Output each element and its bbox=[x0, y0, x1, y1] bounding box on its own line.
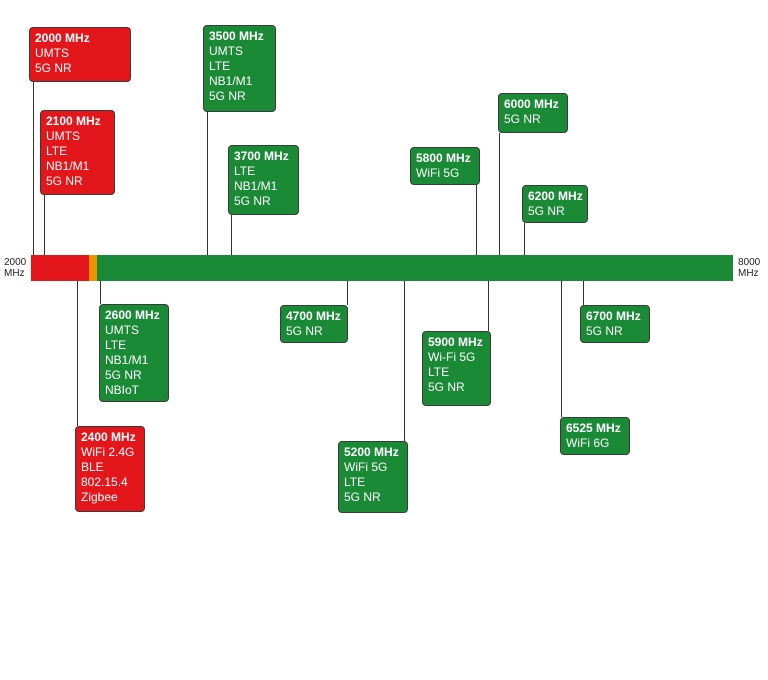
band-box: 6700 MHz 5G NR bbox=[580, 305, 650, 343]
band-tech: WiFi 5G bbox=[344, 460, 388, 474]
band-title: 6700 MHz bbox=[586, 309, 641, 323]
band-title: 5900 MHz bbox=[428, 335, 483, 349]
band-title: 6000 MHz bbox=[504, 97, 559, 111]
connector bbox=[100, 281, 101, 304]
band-tech: NB1/M1 bbox=[209, 74, 253, 88]
band-tech: LTE bbox=[209, 59, 231, 73]
band-tech: LTE bbox=[428, 365, 450, 379]
band-box: 5800 MHz WiFi 5G bbox=[410, 147, 480, 185]
band-tech: LTE bbox=[344, 475, 366, 489]
band-tech: 802.15.4 bbox=[81, 475, 128, 489]
band-title: 3700 MHz bbox=[234, 149, 289, 163]
band-tech: LTE bbox=[46, 144, 68, 158]
band-tech: BLE bbox=[81, 460, 104, 474]
band-tech: NB1/M1 bbox=[234, 179, 278, 193]
connector bbox=[347, 281, 348, 305]
band-tech: 5G NR bbox=[586, 324, 623, 338]
band-tech: UMTS bbox=[46, 129, 80, 143]
band-tech: LTE bbox=[234, 164, 256, 178]
band-box: 2600 MHz UMTS LTE NB1/M1 5G NR NBIoT bbox=[99, 304, 169, 402]
axis-start-label: 2000 MHz bbox=[4, 257, 26, 279]
connector bbox=[77, 281, 78, 426]
band-box: 5200 MHz WiFi 5G LTE 5G NR bbox=[338, 441, 408, 513]
band-title: 6200 MHz bbox=[528, 189, 583, 203]
band-tech: 5G NR bbox=[286, 324, 323, 338]
band-tech: 5G NR bbox=[209, 89, 246, 103]
band-box: 6200 MHz 5G NR bbox=[522, 185, 588, 223]
axis-end-unit: MHz bbox=[738, 268, 759, 279]
band-title: 2600 MHz bbox=[105, 308, 160, 322]
axis-end-label: 8000 MHz bbox=[738, 257, 760, 279]
band-tech: 5G NR bbox=[105, 368, 142, 382]
axis-end-value: 8000 bbox=[738, 257, 761, 268]
band-tech: 5G NR bbox=[528, 204, 565, 218]
connector bbox=[33, 82, 34, 255]
axis-start-value: 2000 bbox=[4, 257, 27, 268]
band-box: 2100 MHz UMTS LTE NB1/M1 5G NR bbox=[40, 110, 115, 195]
band-tech: 5G NR bbox=[428, 380, 465, 394]
band-box: 2400 MHz WiFi 2.4G BLE 802.15.4 Zigbee bbox=[75, 426, 145, 512]
band-tech: UMTS bbox=[35, 46, 69, 60]
axis-segment bbox=[97, 255, 733, 281]
band-title: 3500 MHz bbox=[209, 29, 264, 43]
band-tech: UMTS bbox=[209, 44, 243, 58]
band-box: 3500 MHz UMTS LTE NB1/M1 5G NR bbox=[203, 25, 276, 112]
band-title: 2400 MHz bbox=[81, 430, 136, 444]
band-tech: NB1/M1 bbox=[105, 353, 149, 367]
connector bbox=[476, 185, 477, 255]
band-tech: Zigbee bbox=[81, 490, 118, 504]
band-tech: WiFi 6G bbox=[566, 436, 610, 450]
band-tech: UMTS bbox=[105, 323, 139, 337]
band-tech: LTE bbox=[105, 338, 127, 352]
connector bbox=[561, 281, 562, 417]
band-title: 6525 MHz bbox=[566, 421, 621, 435]
band-tech: 5G NR bbox=[344, 490, 381, 504]
band-tech: 5G NR bbox=[504, 112, 541, 126]
band-box: 2000 MHz UMTS 5G NR bbox=[29, 27, 131, 82]
band-box: 6525 MHz WiFi 6G bbox=[560, 417, 630, 455]
connector bbox=[44, 195, 45, 255]
band-tech: 5G NR bbox=[35, 61, 72, 75]
band-tech: 5G NR bbox=[46, 174, 83, 188]
band-tech: NBIoT bbox=[105, 383, 140, 397]
connector bbox=[207, 112, 208, 255]
band-tech: 5G NR bbox=[234, 194, 271, 208]
band-tech: Wi-Fi 5G bbox=[428, 350, 476, 364]
connector bbox=[404, 281, 405, 441]
band-box: 3700 MHz LTE NB1/M1 5G NR bbox=[228, 145, 299, 215]
band-box: 5900 MHz Wi-Fi 5G LTE 5G NR bbox=[422, 331, 491, 406]
band-title: 4700 MHz bbox=[286, 309, 341, 323]
band-tech: WiFi 2.4G bbox=[81, 445, 135, 459]
connector bbox=[499, 133, 500, 255]
connector bbox=[231, 215, 232, 255]
band-title: 5800 MHz bbox=[416, 151, 471, 165]
band-title: 5200 MHz bbox=[344, 445, 399, 459]
band-tech: WiFi 5G bbox=[416, 166, 460, 180]
band-tech: NB1/M1 bbox=[46, 159, 90, 173]
connector bbox=[524, 223, 525, 255]
band-title: 2100 MHz bbox=[46, 114, 101, 128]
band-box: 6000 MHz 5G NR bbox=[498, 93, 568, 133]
connector bbox=[488, 281, 489, 331]
axis-start-unit: MHz bbox=[4, 268, 25, 279]
axis-segment bbox=[31, 255, 89, 281]
connector bbox=[583, 281, 584, 305]
band-title: 2000 MHz bbox=[35, 31, 90, 45]
band-box: 4700 MHz 5G NR bbox=[280, 305, 348, 343]
axis-segment bbox=[89, 255, 97, 281]
